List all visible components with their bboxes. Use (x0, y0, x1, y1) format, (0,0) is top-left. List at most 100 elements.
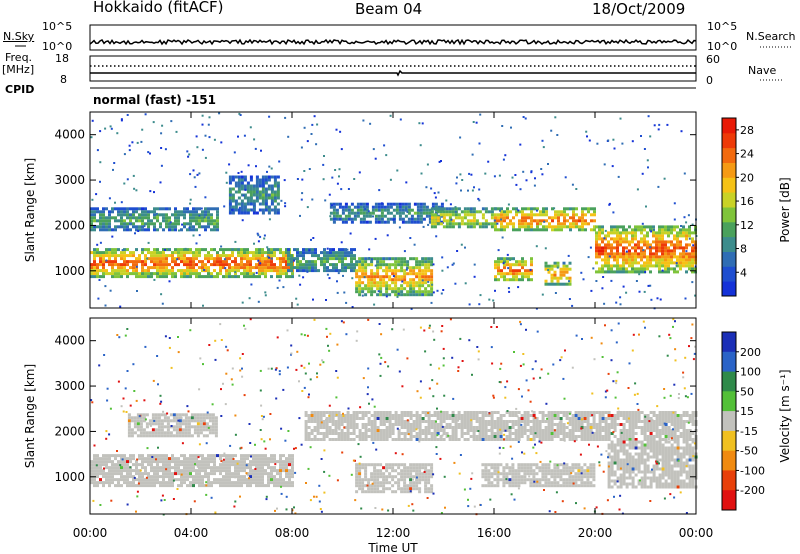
velocity-cell (610, 420, 614, 423)
power-speck (568, 298, 571, 300)
power-cell (427, 278, 431, 282)
power-cell (637, 267, 640, 271)
velocity-cell (598, 414, 602, 417)
velocity-cell (598, 438, 602, 441)
velocity-cell (343, 417, 347, 420)
power-cell (267, 211, 271, 215)
power-cell (377, 202, 381, 206)
power-speck (178, 229, 180, 232)
power-cell (120, 257, 123, 261)
power-cell (401, 220, 405, 224)
power-cell (302, 266, 305, 270)
power-cell (572, 222, 575, 226)
power-cell (162, 266, 165, 270)
power-speck (97, 297, 100, 300)
velocity-cell (658, 432, 662, 435)
power-cell (356, 205, 360, 209)
power-cell (246, 211, 250, 215)
velocity-cell (538, 423, 542, 426)
velocity-cell (406, 429, 410, 432)
velocity-cell (424, 481, 428, 485)
power-cell (237, 178, 241, 182)
power-cell (180, 210, 183, 214)
power-speck (680, 225, 682, 227)
velocity-cell (391, 414, 395, 417)
power-speck (479, 113, 482, 116)
velocity-cell (190, 419, 194, 423)
power-cell (267, 193, 271, 197)
velocity-cell (391, 463, 395, 467)
power-cell (553, 261, 557, 265)
power-cell (691, 240, 694, 244)
velocity-cell (415, 417, 419, 420)
velocity-cell (337, 420, 341, 423)
power-cell (521, 207, 524, 211)
power-cell (688, 267, 691, 271)
power-cell (237, 251, 240, 255)
velocity-cell (658, 411, 662, 414)
velocity-cell (190, 434, 194, 438)
power-cell (368, 214, 372, 218)
velocity-cell (532, 417, 536, 420)
power-cell (258, 178, 262, 182)
power-cell (261, 193, 265, 197)
velocity-cell (291, 469, 294, 473)
velocity-cell (373, 463, 377, 467)
power-cell (204, 225, 207, 229)
velocity-cell (126, 463, 129, 467)
noise-trace (89, 38, 697, 46)
power-speck (367, 210, 370, 213)
velocity-cell (550, 429, 554, 432)
power-cell (403, 278, 407, 282)
power-cell (397, 290, 401, 294)
power-cell (679, 255, 682, 259)
velocity-cell (562, 426, 566, 429)
power-cell (646, 255, 649, 259)
power-cell (512, 228, 515, 232)
power-cell (454, 222, 458, 226)
velocity-cell (156, 466, 159, 470)
velocity-cell (670, 435, 674, 438)
velocity-cell (331, 417, 335, 420)
power-cell (344, 254, 347, 258)
power-cell (661, 255, 664, 259)
velocity-cell (144, 472, 147, 476)
power-cell (478, 222, 482, 226)
power-cell (90, 213, 93, 217)
power-speck (368, 248, 371, 251)
velocity-cell (529, 438, 533, 441)
velocity-cell (661, 414, 665, 417)
power-cell (370, 272, 374, 276)
power-cell (177, 257, 180, 261)
power-cell (688, 255, 691, 259)
power-cell (126, 213, 129, 217)
power-cell (249, 251, 252, 255)
power-cell (595, 243, 598, 247)
velocity-cell (189, 457, 192, 461)
velocity-cell (108, 457, 111, 461)
power-cell (395, 205, 399, 209)
power-cell (509, 219, 512, 223)
velocity-cell (631, 423, 635, 426)
power-cell (655, 264, 658, 268)
velocity-cell (646, 435, 650, 438)
power-cell (255, 254, 258, 258)
velocity-cell (655, 426, 659, 429)
power-cell (153, 225, 156, 229)
power-cell (484, 225, 488, 229)
velocity-cell (237, 460, 240, 464)
power-cell (667, 225, 670, 229)
velocity-cell (511, 423, 515, 426)
velocity-cell (379, 463, 383, 467)
velocity-cell (457, 426, 461, 429)
velocity-cell (328, 411, 332, 414)
velocity-cell (129, 472, 132, 476)
power-cell (652, 240, 655, 244)
power-speck (460, 243, 463, 246)
power-cell (460, 219, 464, 223)
power-cell (261, 254, 264, 258)
power-cell (646, 264, 649, 268)
power-cell (593, 207, 596, 211)
power-cell (180, 254, 183, 258)
power-cell (180, 251, 183, 255)
